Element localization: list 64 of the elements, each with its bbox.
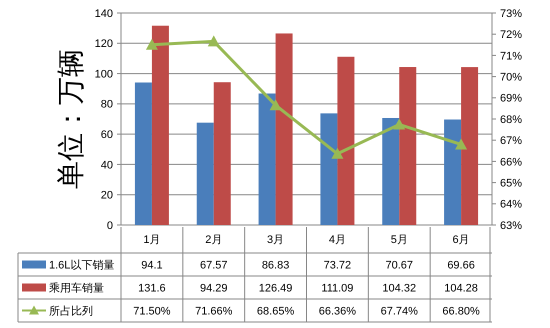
y2-tick-label: 72% (500, 29, 522, 42)
legend-label: 所占比列 (49, 304, 93, 318)
point (455, 138, 468, 150)
data-label: 70.67 (385, 259, 414, 272)
data-label: 71.50% (133, 305, 171, 318)
bar (320, 113, 338, 225)
point (331, 148, 344, 159)
data-label: 69.66 (447, 259, 475, 272)
x-tick-label: 2月 (205, 234, 222, 246)
point (393, 118, 406, 130)
y2-tick-label: 67% (500, 135, 522, 148)
bar (461, 67, 478, 225)
x-tick-label: 5月 (390, 234, 408, 246)
y2-tick-label: 64% (500, 198, 522, 211)
y2-tick-label: 71% (500, 50, 522, 62)
legend-label: 乘用车销量 (49, 281, 104, 294)
y2-tick-label: 63% (500, 220, 522, 232)
bar (134, 82, 152, 225)
bar (152, 26, 169, 225)
y-tick-label: 0 (106, 220, 113, 232)
data-label: 131.6 (138, 282, 166, 294)
y-tick-label: 120 (94, 38, 113, 50)
legend-label: 1.6L以下销量 (49, 258, 114, 272)
bar (196, 122, 214, 225)
y-tick-label: 20 (100, 190, 113, 202)
data-label: 104.32 (382, 282, 416, 294)
bar (214, 82, 231, 225)
y-tick-label: 40 (100, 159, 113, 172)
data-label: 66.80% (442, 305, 480, 318)
bar (382, 118, 400, 225)
y2-tick-label: 66% (500, 156, 522, 168)
y2-tick-label: 69% (500, 92, 522, 105)
bar (337, 56, 354, 225)
y2-tick-label: 68% (500, 114, 522, 126)
bar (276, 33, 293, 225)
y2-tick-label: 70% (500, 71, 522, 84)
data-label: 126.49 (258, 282, 292, 294)
data-label: 66.36% (318, 305, 356, 318)
data-label: 111.09 (321, 282, 354, 294)
y-tick-label: 140 (94, 8, 113, 20)
y-tick-label: 60 (100, 128, 113, 141)
x-tick-label: 6月 (452, 234, 470, 246)
point (208, 35, 220, 46)
y-tick-label: 80 (100, 98, 113, 111)
x-tick-label: 1月 (143, 234, 160, 246)
y2-tick-label: 73% (500, 8, 522, 20)
y-tick-label: 100 (94, 68, 113, 80)
x-tick-label: 3月 (267, 234, 284, 246)
data-label: 67.57 (200, 259, 228, 272)
bar (444, 120, 462, 225)
y-axis-title: 单位：万辆 (54, 49, 87, 189)
point (146, 38, 158, 50)
data-label: 94.1 (141, 259, 163, 272)
data-label: 86.83 (262, 259, 290, 272)
data-label: 71.66% (195, 305, 233, 318)
data-label: 73.72 (324, 259, 352, 272)
data-label: 68.65% (256, 305, 294, 318)
x-tick-label: 4月 (328, 234, 346, 246)
y2-tick-label: 65% (500, 177, 522, 190)
bar (258, 94, 276, 225)
data-label: 104.28 (444, 282, 478, 294)
bar (399, 67, 416, 225)
data-label: 94.29 (200, 282, 228, 294)
data-label: 67.74% (380, 305, 418, 318)
